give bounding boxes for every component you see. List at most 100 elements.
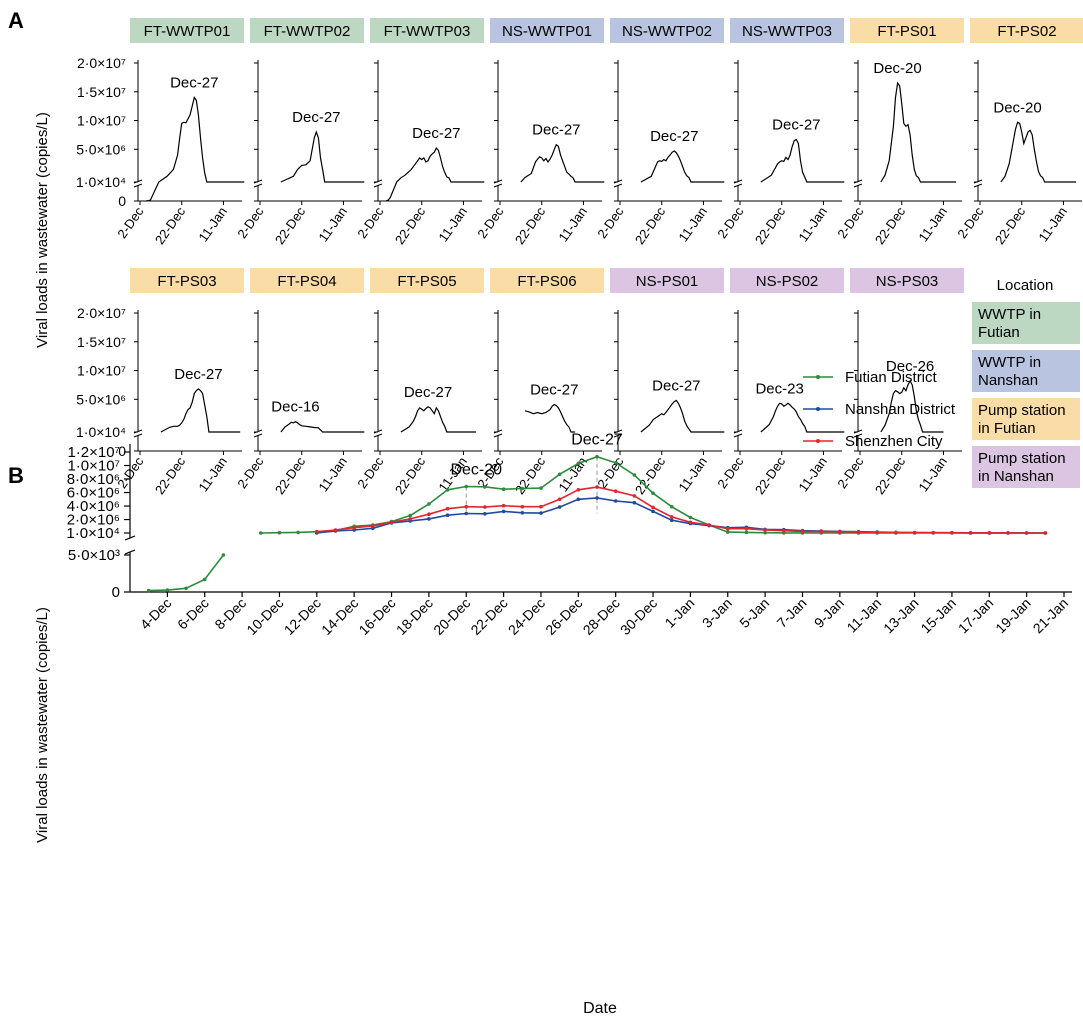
series-point [838,529,842,534]
series-point [595,454,599,459]
x-tick-label: 2-Dec [714,204,746,241]
series-point [968,531,973,535]
x-tick-label: 2-Dec [234,204,266,241]
series-point [651,509,655,514]
site-title: FT-PS01 [877,23,936,40]
peak-label: Dec-20 [873,60,921,77]
x-tick-label: 2-Dec [354,204,386,241]
legend-label-line: Pump station [978,402,1066,419]
axis-break-mark [853,433,863,438]
x-tick-label: 2-Dec [114,204,146,241]
y-tick-label: 2·0×10⁷ [77,55,126,71]
legend-swatch [972,398,1080,440]
site-panel: FT-WWTP01 2-Dec 22-Dec 11-Jan Dec-27 [114,18,245,247]
x-tick-label: 16-Dec [355,595,398,638]
site-series-line [640,150,725,183]
x-tick-label: 9-Jan [811,595,847,631]
x-tick-label: 4-Dec [137,595,175,633]
x-tick-label: 26-Dec [542,595,585,638]
series-point [315,529,319,534]
series-point [576,488,581,492]
x-tick-label: 11-Jan [315,204,350,244]
x-tick-label: 21-Jan [1030,595,1072,637]
axis-break-mark [733,433,743,438]
site-series-line [1000,121,1076,183]
site-panel: NS-WWTP01 2-Dec 22-Dec 11-Jan Dec-27 [474,18,605,247]
peak-label: Dec-27 [174,366,222,383]
axis-break-mark [493,183,503,188]
y-tick-label: 1·0×10⁴ [76,174,126,190]
x-tick-label: 22-Dec [992,204,1029,247]
site-title-box [970,18,1083,43]
x-tick-label: 2-Dec [834,204,866,241]
axis-break-mark [253,183,263,188]
series-point [408,517,413,521]
x-tick-label: 22-Dec [752,454,789,497]
x-tick-label: 2-Dec [234,454,266,491]
y-tick-label: 2·0×10⁶ [67,512,120,529]
site-title-box [130,268,244,293]
legend-label: Futian District [845,369,938,386]
x-tick-label: 7-Jan [774,595,810,631]
series-point [613,461,618,465]
x-axis-title: Date [583,1000,617,1017]
site-title: FT-PS02 [997,23,1056,40]
site-panel: NS-PS02 2-Dec 22-Dec 11-Jan Dec-23 [714,268,845,497]
x-tick-label: 22-Dec [872,204,909,247]
legend-label-line: WWTP in [978,306,1041,323]
series-point [483,512,487,516]
x-tick-label: 24-Dec [505,595,548,638]
site-series-line [400,406,476,433]
peak-label: Dec-16 [271,399,319,416]
legend-label: Pump station in Nanshan [978,450,1066,485]
x-tick-label: 11-Jan [915,204,950,244]
x-tick-label: 11-Jan [843,595,884,636]
site-title-box [250,268,364,293]
site-panel: FT-PS04 2-Dec 22-Dec 11-Jan Dec-16 [234,268,365,497]
peak-label: Dec-27 [170,75,218,92]
series-point [800,529,805,534]
x-tick-label: 2-Dec [594,454,626,491]
legend-marker [816,439,820,443]
x-tick-label: 11-Jan [1035,204,1070,244]
axis-break-mark [733,183,743,188]
site-title: NS-PS03 [876,273,939,290]
series-point [520,504,525,509]
site-series-line [146,96,245,202]
site-title: NS-PS02 [756,273,819,290]
axis-break-mark [973,183,983,188]
legend-label: WWTP in Nanshan [978,354,1041,389]
peak-label: Dec-27 [772,117,820,134]
site-title: FT-WWTP01 [144,23,231,40]
site-title-box [610,18,724,43]
panel-label-b: B [8,463,24,488]
series-point [688,515,693,520]
y-tick-label: 5·0×10⁶ [76,391,126,407]
legend-swatch [972,446,1080,488]
axis-break-mark [373,183,383,188]
series-point [1043,531,1048,535]
site-series-line [280,130,365,183]
series-point [557,505,562,509]
peak-label: Dec-27 [530,381,578,398]
axis-break-mark [124,535,136,541]
series-point [632,473,637,477]
series-point [557,472,562,477]
x-tick-label: 22-Dec [512,204,549,247]
legend-label-line: WWTP in [978,354,1041,371]
peak-label: Dec-27 [650,128,698,145]
x-tick-label: 15-Jan [917,595,959,637]
series-point [408,513,413,518]
x-tick-label: 11-Jan [675,454,710,494]
site-title-box [610,268,724,293]
x-tick-label: 11-Jan [675,204,710,244]
x-tick-label: 22-Dec [752,204,789,247]
site-title-box [850,268,964,293]
x-tick-label: 12-Dec [281,595,324,638]
series-point [669,518,674,522]
site-title-box [370,18,484,43]
site-panel: FT-PS01 2-Dec 22-Dec 11-Jan Dec-20 [834,18,964,247]
series-point [184,586,188,591]
series-point [464,511,469,516]
